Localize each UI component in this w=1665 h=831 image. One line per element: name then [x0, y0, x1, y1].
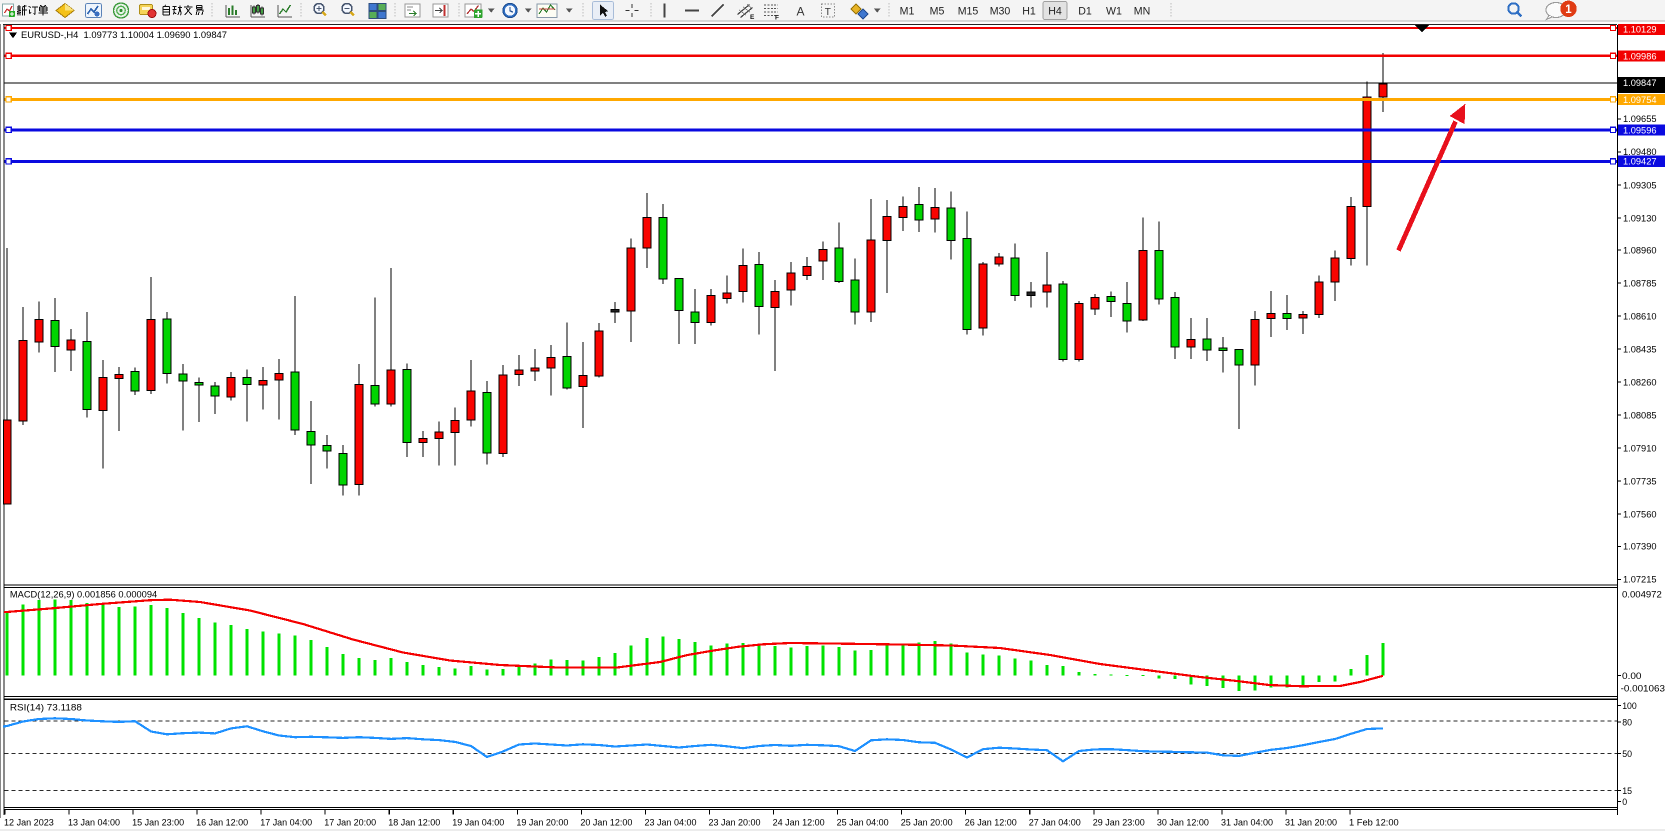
svg-text:1 Feb 12:00: 1 Feb 12:00	[1349, 818, 1399, 829]
svg-text:25 Jan 20:00: 25 Jan 20:00	[901, 818, 953, 829]
svg-text:E: E	[750, 14, 755, 21]
svg-text:80: 80	[1622, 717, 1632, 728]
svg-text:1.09596: 1.09596	[1623, 125, 1657, 136]
svg-text:29 Jan 23:00: 29 Jan 23:00	[1093, 818, 1145, 829]
svg-text:0.00: 0.00	[1622, 671, 1642, 682]
svg-text:F: F	[775, 15, 779, 22]
svg-text:1.09480: 1.09480	[1623, 147, 1657, 158]
svg-text:1.08610: 1.08610	[1623, 312, 1657, 323]
svg-text:19 Jan 20:00: 19 Jan 20:00	[516, 818, 568, 829]
svg-text:EURUSD-,H4 1.09773 1.10004 1.: EURUSD-,H4 1.09773 1.10004 1.09690 1.098…	[21, 30, 227, 41]
svg-text:1.08260: 1.08260	[1623, 378, 1657, 389]
svg-text:20 Jan 12:00: 20 Jan 12:00	[580, 818, 632, 829]
svg-text:1.08085: 1.08085	[1623, 411, 1657, 422]
svg-text:19 Jan 04:00: 19 Jan 04:00	[452, 818, 504, 829]
svg-text:23 Jan 04:00: 23 Jan 04:00	[645, 818, 697, 829]
svg-text:MACD(12,26,9) 0.001856 0.00009: MACD(12,26,9) 0.001856 0.000094	[10, 590, 157, 601]
svg-text:1.09986: 1.09986	[1623, 51, 1657, 62]
svg-text:1.09305: 1.09305	[1623, 180, 1657, 191]
svg-text:16 Jan 12:00: 16 Jan 12:00	[196, 818, 248, 829]
svg-text:26 Jan 12:00: 26 Jan 12:00	[965, 818, 1017, 829]
svg-text:1.08960: 1.08960	[1623, 245, 1657, 256]
svg-text:31 Jan 04:00: 31 Jan 04:00	[1221, 818, 1273, 829]
svg-text:31 Jan 20:00: 31 Jan 20:00	[1285, 818, 1337, 829]
svg-text:1.07390: 1.07390	[1623, 542, 1657, 553]
svg-text:RSI(14) 73.1188: RSI(14) 73.1188	[10, 703, 82, 714]
svg-text:1.10129: 1.10129	[1623, 25, 1657, 36]
svg-text:100: 100	[1622, 701, 1637, 712]
svg-text:17 Jan 20:00: 17 Jan 20:00	[324, 818, 376, 829]
svg-text:H4: H4	[1048, 5, 1062, 17]
svg-text:12 Jan 2023: 12 Jan 2023	[4, 818, 54, 829]
svg-text:1.08785: 1.08785	[1623, 278, 1657, 289]
svg-text:1.09130: 1.09130	[1623, 213, 1657, 224]
svg-text:1.07560: 1.07560	[1623, 510, 1657, 521]
svg-text:17 Jan 04:00: 17 Jan 04:00	[260, 818, 312, 829]
svg-text:25 Jan 04:00: 25 Jan 04:00	[837, 818, 889, 829]
svg-text:0: 0	[1622, 797, 1627, 808]
svg-text:1.07215: 1.07215	[1623, 575, 1657, 586]
svg-text:W1: W1	[1106, 5, 1122, 17]
svg-text:M5: M5	[930, 5, 945, 17]
svg-text:23 Jan 20:00: 23 Jan 20:00	[709, 818, 761, 829]
svg-text:13 Jan 04:00: 13 Jan 04:00	[68, 818, 120, 829]
svg-text:T: T	[825, 7, 831, 18]
svg-text:1: 1	[1565, 4, 1572, 16]
svg-text:M15: M15	[958, 5, 979, 17]
svg-text:30 Jan 12:00: 30 Jan 12:00	[1157, 818, 1209, 829]
svg-text:1.07735: 1.07735	[1623, 477, 1657, 488]
svg-text:M30: M30	[990, 5, 1011, 17]
svg-text:1.08435: 1.08435	[1623, 345, 1657, 356]
svg-text:27 Jan 04:00: 27 Jan 04:00	[1029, 818, 1081, 829]
svg-text:18 Jan 12:00: 18 Jan 12:00	[388, 818, 440, 829]
svg-text:50: 50	[1622, 749, 1632, 760]
svg-text:1.09754: 1.09754	[1623, 95, 1657, 106]
svg-text:24 Jan 12:00: 24 Jan 12:00	[773, 818, 825, 829]
svg-text:H1: H1	[1022, 5, 1036, 17]
svg-text:1.07910: 1.07910	[1623, 444, 1657, 455]
svg-text:15: 15	[1622, 786, 1632, 797]
svg-text:A: A	[797, 5, 805, 19]
svg-text:MN: MN	[1134, 5, 1150, 17]
svg-text:D1: D1	[1078, 5, 1092, 17]
svg-text:-0.001063: -0.001063	[1621, 683, 1665, 694]
svg-text:15 Jan 23:00: 15 Jan 23:00	[132, 818, 184, 829]
svg-text:M1: M1	[900, 5, 915, 17]
svg-text:1.09427: 1.09427	[1623, 157, 1657, 168]
svg-text:0.004972: 0.004972	[1622, 590, 1662, 601]
svg-text:1.09655: 1.09655	[1623, 114, 1657, 125]
svg-text:1.09847: 1.09847	[1623, 78, 1657, 89]
